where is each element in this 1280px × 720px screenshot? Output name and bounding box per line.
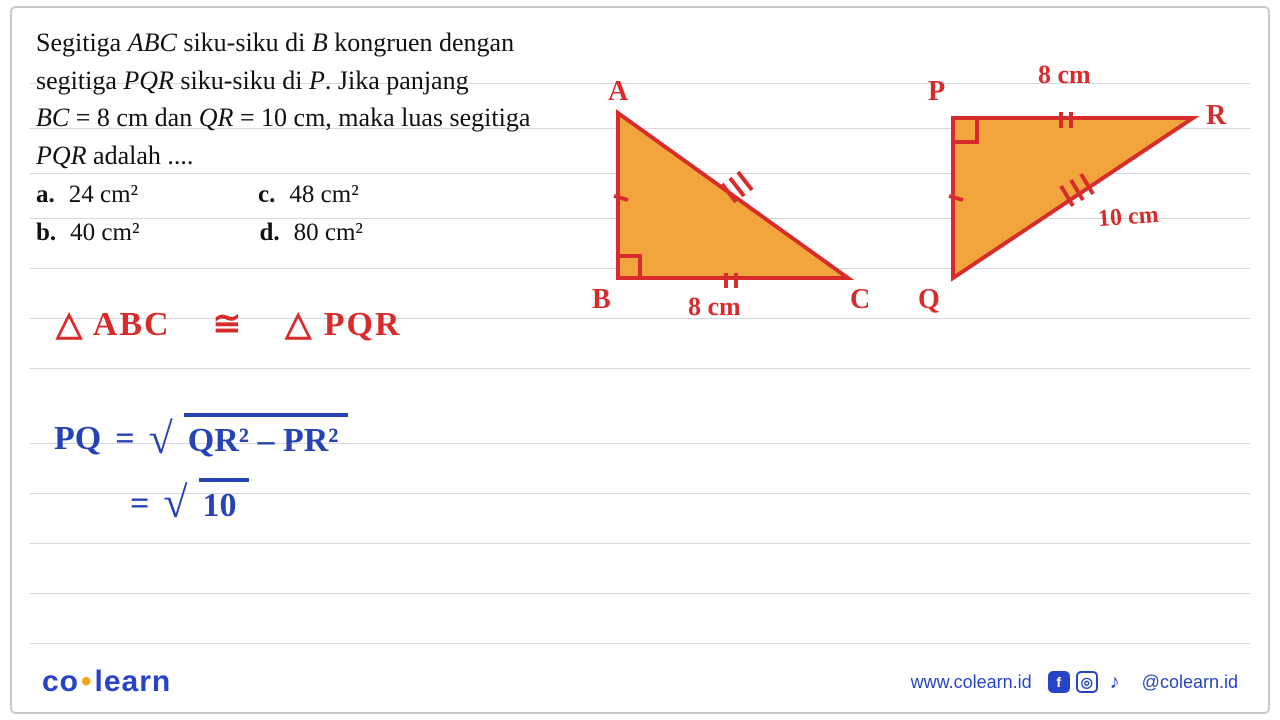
cong-sym: ≅ (213, 306, 244, 343)
page-border: Segitiga ABC siku-siku di B kongruen den… (10, 6, 1270, 714)
q-l1e: kongruen dengan (328, 28, 514, 57)
triangle-pqr (923, 98, 1213, 298)
instagram-icon: ◎ (1076, 671, 1098, 693)
q-l2b: PQR (123, 66, 174, 95)
eq-expr2: 10 (199, 478, 249, 530)
tiktok-icon: ♪ (1104, 671, 1126, 693)
label-qr: 10 cm (1097, 202, 1159, 233)
label-p: P (928, 76, 945, 108)
cong-tri1: △ ABC (56, 306, 171, 343)
cong-tri2: △ PQR (285, 306, 401, 343)
option-b: b. 40 cm² (36, 219, 139, 247)
content-area: Segitiga ABC siku-siku di B kongruen den… (12, 8, 1268, 712)
q-l2e: . Jika panjang (325, 66, 469, 95)
logo-part1: co (42, 665, 79, 698)
q-l1d: B (312, 28, 328, 57)
q-l3c: QR (199, 103, 234, 132)
logo-part2: learn (95, 665, 172, 698)
brand-logo: co•learn (42, 665, 171, 699)
logo-dot: • (79, 665, 95, 698)
q-l3d: = 10 cm, maka luas segitiga (233, 103, 530, 132)
option-c-text: 48 cm² (289, 181, 358, 209)
footer-url: www.colearn.id (911, 672, 1032, 693)
diagram-area: A B C 8 cm P Q R 8 cm 10 (568, 58, 1268, 348)
q-l3a: BC (36, 103, 69, 132)
label-c: C (850, 284, 870, 316)
q-l1c: siku-siku di (177, 28, 312, 57)
option-b-label: b. (36, 219, 56, 247)
facebook-icon: f (1048, 671, 1070, 693)
social-icons: f ◎ ♪ (1048, 671, 1126, 693)
q-l1a: Segitiga (36, 28, 128, 57)
label-q: Q (918, 284, 940, 316)
label-a: A (608, 76, 628, 108)
footer: co•learn www.colearn.id f ◎ ♪ @colearn.i… (12, 652, 1268, 712)
footer-handle: @colearn.id (1142, 672, 1238, 693)
option-a-text: 24 cm² (69, 181, 138, 209)
congruence-annotation: △ ABC ≅ △ PQR (56, 304, 401, 344)
triangle-abc (588, 98, 868, 298)
radical-icon: √ (149, 408, 173, 470)
option-a-label: a. (36, 181, 55, 209)
eq-expr1: QR² – PR² (184, 413, 349, 465)
eq-lhs: PQ (54, 415, 101, 463)
q-l3b: = 8 cm dan (69, 103, 198, 132)
footer-right: www.colearn.id f ◎ ♪ @colearn.id (911, 671, 1238, 693)
q-l2c: siku-siku di (174, 66, 309, 95)
q-l4a: PQR (36, 141, 87, 170)
q-l2a: segitiga (36, 66, 123, 95)
label-pr: 8 cm (1038, 60, 1091, 90)
option-d: d. 80 cm² (259, 219, 362, 247)
label-b: B (592, 284, 611, 316)
option-d-text: 80 cm² (294, 219, 363, 247)
option-c: c. 48 cm² (258, 181, 359, 209)
q-l2d: P (309, 66, 325, 95)
q-l1b: ABC (128, 28, 177, 57)
option-c-label: c. (258, 181, 275, 209)
option-a: a. 24 cm² (36, 181, 138, 209)
label-r: R (1206, 100, 1226, 132)
q-l4b: adalah .... (87, 141, 194, 170)
option-d-label: d. (259, 219, 279, 247)
eq-sign-2: = (130, 480, 149, 528)
question-text: Segitiga ABC siku-siku di B kongruen den… (36, 24, 556, 175)
eq-sign-1: = (115, 415, 134, 463)
radical-icon-2: √ (163, 472, 187, 534)
label-bc: 8 cm (688, 292, 741, 322)
option-b-text: 40 cm² (70, 219, 139, 247)
equation-block: PQ = √QR² – PR² = √10 (54, 406, 348, 535)
